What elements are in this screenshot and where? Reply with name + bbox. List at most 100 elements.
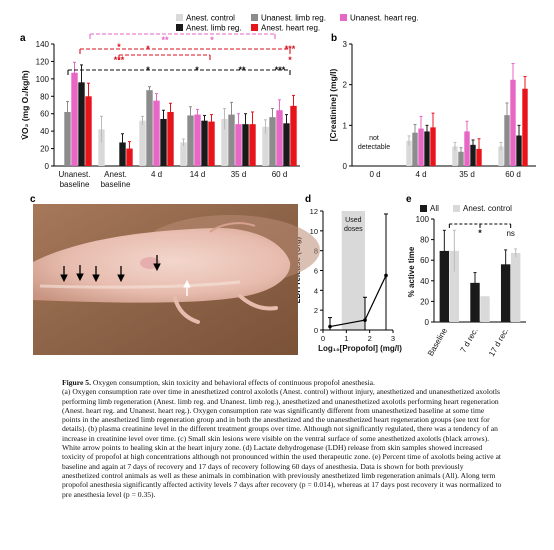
black-arrows-lesions (60, 255, 161, 283)
legend-swatch-anest-heart (251, 24, 258, 31)
arrow-down-icon (76, 265, 84, 282)
legend-label-anest-limb: Anest. limb reg. (186, 24, 242, 33)
y-tick-label: 100 (416, 215, 430, 224)
bar (119, 142, 126, 166)
photo-axolotl-skin-lesions (33, 204, 320, 355)
bar (498, 146, 504, 166)
panel-label-b: b (331, 33, 337, 44)
bar (430, 127, 436, 166)
significance-mark: * (210, 35, 214, 45)
caption-title-text: Oxygen consumption, skin toxicity and be… (92, 378, 375, 387)
x-tick-label: 3 (391, 334, 395, 343)
y-tick-label: 40 (40, 127, 49, 136)
bar (262, 126, 269, 166)
x-category-label: 60 d (505, 170, 521, 179)
bar (418, 128, 424, 166)
x-category-label: 0 d (369, 170, 380, 179)
y-tick-label: 2 (314, 306, 318, 315)
y-tick-label: 2 (343, 81, 348, 90)
significance-mark: * (117, 42, 121, 52)
bar (85, 96, 92, 166)
bar (98, 129, 105, 166)
bar (458, 151, 464, 166)
y-axis-title: [Creatinine] (mg/l) (328, 68, 338, 141)
legend-label-anest-control: Anest. control (463, 204, 512, 213)
bar (424, 131, 430, 166)
bar (249, 124, 256, 166)
x-category-label: 4 d (151, 170, 162, 179)
bar (504, 115, 510, 166)
x-tick-label: 0 (321, 334, 325, 343)
panel-label-e: e (406, 194, 412, 205)
y-tick-label: 1 (343, 121, 348, 130)
significance-mark: *** (285, 44, 296, 54)
bar (522, 88, 528, 166)
bar (201, 120, 208, 166)
caption-body: (a) Oxygen consumption rate over time in… (62, 387, 502, 499)
bar (71, 72, 78, 166)
bar (480, 296, 490, 322)
figure-caption: Figure 5. Oxygen consumption, skin toxic… (62, 378, 502, 499)
legend-swatch-unanest-limb (251, 14, 258, 21)
legend-top: Anest. control Unanest. limb reg. Unanes… (176, 14, 418, 33)
used-doses-region (341, 211, 365, 330)
y-tick-label: 80 (420, 236, 429, 245)
y-tick-label: 0 (314, 326, 318, 335)
bar (208, 121, 215, 166)
x-category-label: 35 d (231, 170, 247, 179)
legend-swatch-all (420, 205, 427, 212)
y-tick-label: 60 (40, 110, 49, 119)
y-axis-title: V̇O₂ (mg O₂/kg/h) (20, 70, 30, 140)
bar (516, 135, 522, 166)
y-tick-label: 12 (310, 207, 318, 216)
significance-mark: ** (238, 65, 246, 75)
legend-swatch-unanest-heart (340, 14, 347, 21)
legend-label-unanest-limb: Unanest. limb reg. (261, 14, 326, 23)
bar (439, 250, 450, 322)
significance-mark: ** (161, 35, 169, 45)
bar (276, 110, 283, 166)
significance-mark: * (146, 65, 150, 75)
bar (510, 79, 516, 166)
y-axis-title: % active time (407, 246, 416, 297)
figure-canvas: a b c d e Anest. control Unanest. limb r… (20, 14, 536, 358)
y-tick-label: 0 (45, 162, 50, 171)
chart-creatinine: 0 1 2 3 0 d 4 d 35 d 60 d [Creatinine] (mg/l) not… (328, 40, 536, 179)
bar (180, 142, 187, 166)
chart-oxygen-consumption: 020406080100120140Unanest.baselineAnest.… (20, 33, 300, 189)
y-tick-label: 20 (420, 297, 429, 306)
y-tick-label: 6 (314, 267, 318, 276)
bar (153, 100, 160, 166)
bar (290, 105, 297, 166)
x-category-label: baseline (101, 180, 131, 189)
y-tick-label: 120 (36, 57, 50, 66)
legend-label-unanest-heart: Unanest. heart reg. (350, 14, 418, 23)
significance-mark: *** (114, 55, 125, 65)
bar (500, 264, 511, 322)
y-tick-label: 0 (343, 162, 348, 171)
legend-swatch-anest-control (176, 14, 183, 21)
y-tick-label: 10 (310, 227, 318, 236)
bar (64, 111, 71, 166)
significance-mark: * (478, 228, 482, 238)
significance-mark: * (195, 65, 199, 75)
x-category-label: 7 d rec. (459, 327, 480, 355)
bar (412, 132, 418, 166)
arrow-down-icon (117, 266, 125, 283)
bar (78, 82, 85, 166)
legend-label-all: All (430, 204, 439, 213)
caption-title: Figure 5. (62, 378, 91, 387)
y-tick-label: 60 (420, 256, 429, 265)
bar (449, 250, 460, 322)
bar (470, 144, 476, 166)
significance-mark: *** (275, 65, 286, 75)
bar (283, 123, 290, 166)
x-tick-label: 2 (368, 334, 372, 343)
legend-swatch-anest-control (453, 205, 460, 212)
bar (167, 111, 174, 166)
used-doses-label: doses (344, 226, 363, 233)
y-tick-label: 40 (420, 277, 429, 286)
x-category-label: baseline (60, 180, 90, 189)
bar (269, 117, 276, 166)
significance-mark: * (288, 55, 292, 65)
